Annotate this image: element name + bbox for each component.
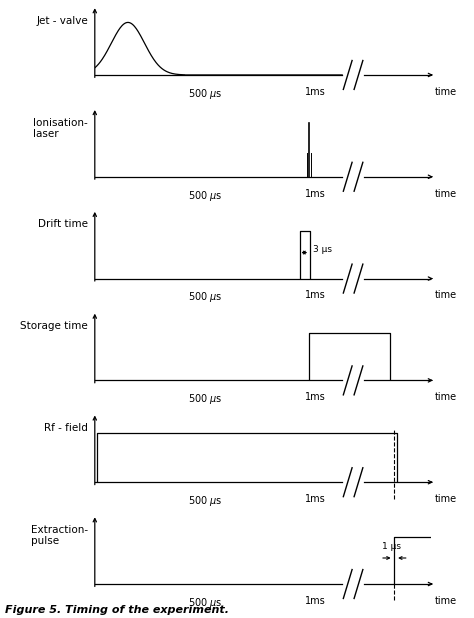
- Text: 1ms: 1ms: [305, 596, 326, 606]
- Text: Ionisation-
laser: Ionisation- laser: [33, 117, 88, 139]
- Text: time: time: [435, 596, 457, 606]
- Text: time: time: [435, 392, 457, 402]
- Text: Drift time: Drift time: [38, 219, 88, 229]
- Text: 500 $\mu$s: 500 $\mu$s: [188, 87, 222, 101]
- Text: Rf - field: Rf - field: [44, 423, 88, 433]
- Text: 500 $\mu$s: 500 $\mu$s: [188, 392, 222, 406]
- Text: Jet - valve: Jet - valve: [36, 16, 88, 26]
- Text: time: time: [435, 87, 457, 97]
- Text: 1ms: 1ms: [305, 392, 326, 402]
- Text: 500 $\mu$s: 500 $\mu$s: [188, 494, 222, 508]
- Text: 1 μs: 1 μs: [383, 543, 401, 551]
- Text: Extraction-
pulse: Extraction- pulse: [31, 525, 88, 546]
- Text: 1ms: 1ms: [305, 494, 326, 504]
- Text: 1ms: 1ms: [305, 290, 326, 300]
- Text: time: time: [435, 188, 457, 198]
- Text: 1ms: 1ms: [305, 188, 326, 198]
- Text: Storage time: Storage time: [20, 321, 88, 331]
- Text: 1ms: 1ms: [305, 87, 326, 97]
- Text: 500 $\mu$s: 500 $\mu$s: [188, 290, 222, 305]
- Text: 500 $\mu$s: 500 $\mu$s: [188, 188, 222, 203]
- Text: 3 μs: 3 μs: [313, 245, 332, 255]
- Text: Figure 5. Timing of the experiment.: Figure 5. Timing of the experiment.: [5, 605, 229, 615]
- Text: 500 $\mu$s: 500 $\mu$s: [188, 596, 222, 610]
- Text: time: time: [435, 494, 457, 504]
- Text: time: time: [435, 290, 457, 300]
